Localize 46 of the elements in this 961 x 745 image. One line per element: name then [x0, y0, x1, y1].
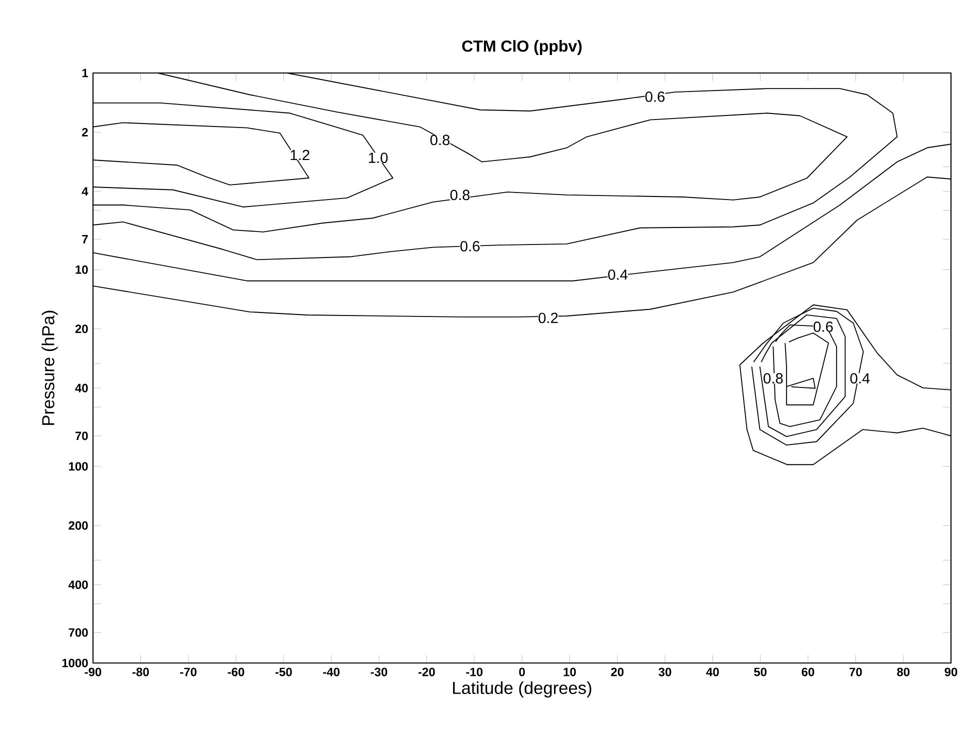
x-tick-label: -60 — [228, 668, 244, 676]
x-tick-label: 60 — [802, 668, 814, 676]
y-tick-label: 40 — [75, 384, 88, 392]
x-tick-label: 10 — [564, 668, 576, 676]
x-tick-label: -40 — [323, 668, 340, 676]
x-tick-label: 90 — [944, 668, 958, 676]
x-tick-label: -80 — [132, 668, 149, 676]
annotation: 0.8 — [450, 190, 470, 200]
x-tick-label: 70 — [850, 668, 862, 676]
annotation: 0.6 — [645, 92, 665, 102]
y-tick-label: 70 — [75, 432, 88, 440]
y-tick-label: 7 — [82, 235, 88, 244]
y-tick-label: 200 — [68, 521, 88, 530]
x-tick-label: -20 — [418, 668, 435, 676]
x-tick-label: -50 — [275, 668, 292, 676]
x-tick-label: 50 — [754, 668, 767, 676]
x-tick-label: -10 — [466, 668, 483, 676]
y-tick-label: 1 — [82, 68, 88, 78]
x-tick-label: -90 — [84, 668, 102, 676]
x-tick-label: 0 — [519, 668, 525, 676]
annotation: 0.4 — [850, 373, 870, 384]
x-tick-label: 30 — [658, 668, 672, 676]
annotation: 1.0 — [368, 152, 388, 164]
annotation: 0.6 — [814, 322, 833, 332]
x-tick-label: 80 — [897, 668, 910, 676]
annotation: 0.2 — [538, 312, 558, 324]
annotation: 1.2 — [290, 150, 310, 160]
annotation: 0.8 — [430, 134, 450, 146]
annotation: 0.6 — [460, 241, 480, 252]
x-tick-label: 40 — [706, 668, 719, 676]
x-tick-label: 20 — [611, 668, 624, 676]
y-tick-label: 20 — [75, 324, 88, 334]
x-tick-label: -30 — [370, 668, 388, 676]
y-tick-label: 4 — [82, 187, 88, 196]
chart-title: CTM ClO (ppbv) — [462, 40, 582, 55]
y-axis-title: Pressure (hPa) — [42, 310, 58, 425]
y-tick-label: 400 — [68, 580, 88, 589]
y-tick-label: 1000 — [62, 658, 88, 668]
y-tick-label: 2 — [82, 128, 88, 136]
x-axis-title: Latitude (degrees) — [453, 681, 592, 698]
x-tick-label: -70 — [180, 668, 197, 676]
annotation: 0.4 — [608, 269, 628, 280]
annotation: 0.8 — [764, 373, 783, 384]
y-tick-label: 700 — [68, 628, 88, 637]
y-tick-label: 100 — [69, 462, 88, 471]
y-tick-label: 10 — [76, 265, 88, 274]
